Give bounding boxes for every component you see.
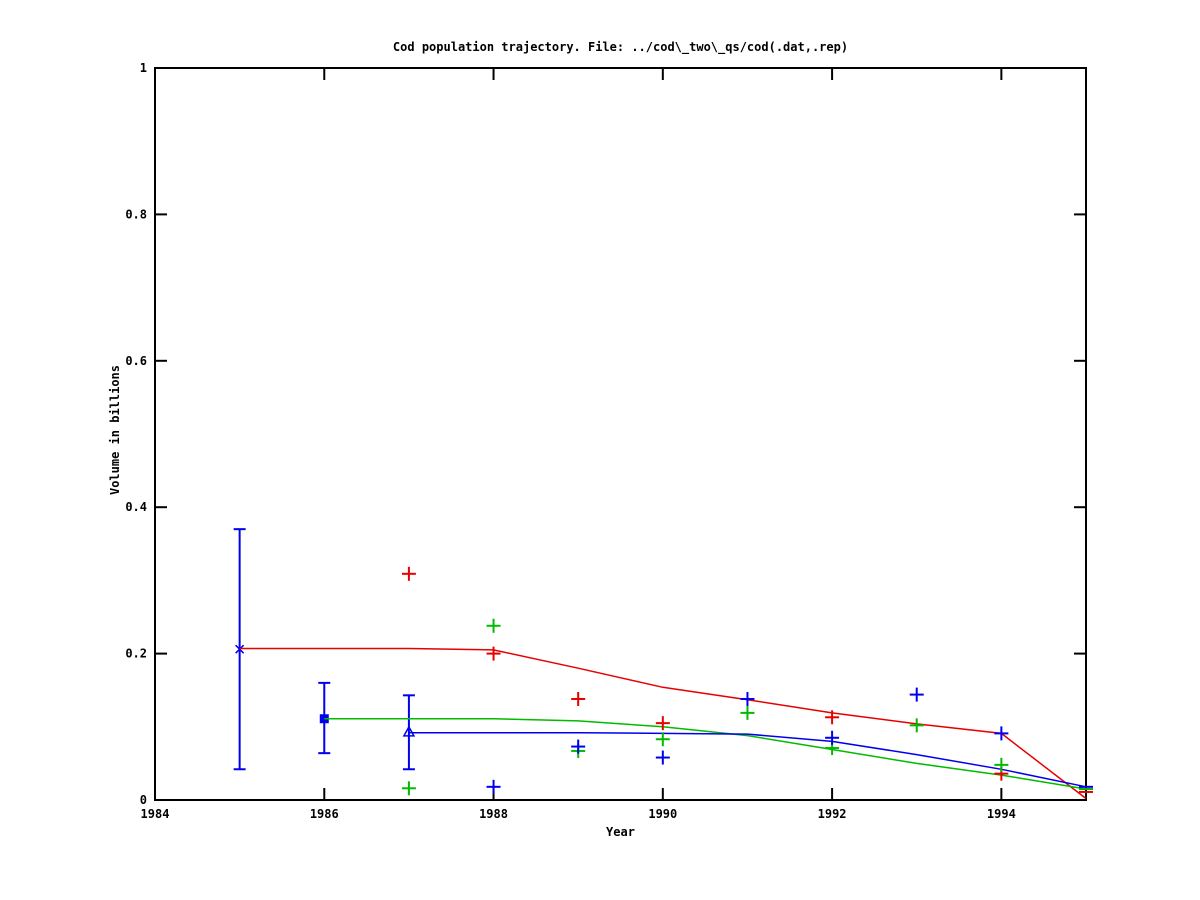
y-tick-label: 1 — [140, 61, 147, 75]
x-axis-label: Year — [606, 825, 635, 839]
estimated-trajectory-red — [239, 647, 1087, 800]
y-tick-label: 0 — [140, 793, 147, 807]
y-tick-label: 0.2 — [125, 647, 147, 661]
x-tick-label: 1994 — [987, 807, 1016, 821]
x-tick-label: 1984 — [141, 807, 170, 821]
x-tick-label: 1988 — [479, 807, 508, 821]
y-tick-label: 0.8 — [125, 207, 147, 221]
y-tick-label: 0.6 — [125, 354, 147, 368]
square-marker — [319, 714, 329, 724]
triangle-marker — [402, 725, 416, 737]
estimated-trajectory-blue — [408, 731, 1087, 788]
x-tick-label: 1992 — [818, 807, 847, 821]
chart-title: Cod population trajectory. File: ../cod\… — [392, 40, 849, 54]
x-tick-label: 1986 — [310, 807, 339, 821]
estimated-trajectory-green — [324, 717, 1087, 790]
plot-frame — [154, 67, 1087, 801]
y-tick-label: 0.4 — [125, 500, 147, 514]
x-tick-label: 1990 — [648, 807, 677, 821]
